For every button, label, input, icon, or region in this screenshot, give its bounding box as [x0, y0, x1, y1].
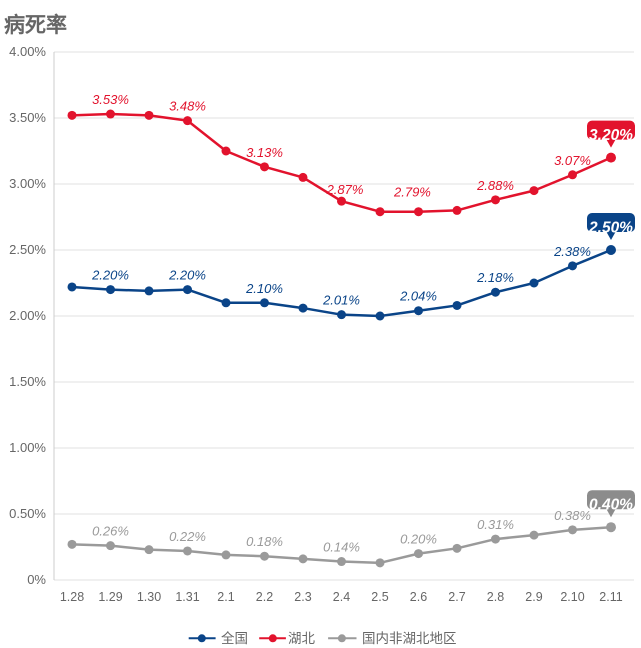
svg-text:2.00%: 2.00% — [9, 308, 46, 323]
svg-text:2.87%: 2.87% — [326, 182, 364, 197]
svg-text:1.31: 1.31 — [175, 590, 199, 604]
svg-text:国内非湖北地区: 国内非湖北地区 — [362, 631, 457, 646]
svg-text:0.20%: 0.20% — [400, 532, 437, 547]
svg-text:2.2: 2.2 — [256, 590, 273, 604]
svg-text:1.50%: 1.50% — [9, 374, 46, 389]
svg-text:2.3: 2.3 — [294, 590, 311, 604]
svg-text:0.38%: 0.38% — [554, 508, 591, 523]
svg-text:3.20%: 3.20% — [589, 127, 633, 144]
svg-text:2.38%: 2.38% — [553, 244, 591, 259]
svg-text:2.20%: 2.20% — [168, 268, 206, 283]
svg-text:2.9: 2.9 — [525, 590, 542, 604]
svg-text:2.18%: 2.18% — [476, 270, 514, 285]
svg-text:3.48%: 3.48% — [169, 99, 206, 114]
svg-text:0.31%: 0.31% — [477, 517, 514, 532]
svg-text:2.8: 2.8 — [487, 590, 504, 604]
svg-text:1.00%: 1.00% — [9, 440, 46, 455]
svg-text:0.18%: 0.18% — [246, 534, 283, 549]
svg-text:2.10: 2.10 — [560, 590, 584, 604]
svg-text:2.04%: 2.04% — [399, 289, 437, 304]
svg-text:0.40%: 0.40% — [589, 497, 633, 514]
svg-text:1.28: 1.28 — [60, 590, 84, 604]
svg-text:2.50%: 2.50% — [588, 220, 633, 237]
svg-text:0.22%: 0.22% — [169, 529, 206, 544]
svg-text:1.30: 1.30 — [137, 590, 161, 604]
svg-text:2.88%: 2.88% — [476, 178, 514, 193]
svg-text:2.4: 2.4 — [333, 590, 350, 604]
svg-text:2.20%: 2.20% — [91, 268, 129, 283]
svg-text:0.26%: 0.26% — [92, 524, 129, 539]
svg-text:1.29: 1.29 — [98, 590, 122, 604]
svg-text:2.01%: 2.01% — [322, 293, 360, 308]
svg-text:3.53%: 3.53% — [92, 92, 129, 107]
svg-text:0%: 0% — [27, 572, 46, 587]
svg-text:4.00%: 4.00% — [9, 44, 46, 59]
svg-text:湖北: 湖北 — [288, 631, 315, 646]
svg-text:2.6: 2.6 — [410, 590, 427, 604]
svg-text:3.07%: 3.07% — [554, 153, 591, 168]
svg-text:0.14%: 0.14% — [323, 540, 360, 555]
svg-text:2.1: 2.1 — [217, 590, 234, 604]
svg-text:全国: 全国 — [221, 630, 248, 646]
svg-text:2.50%: 2.50% — [9, 242, 46, 257]
svg-text:0.50%: 0.50% — [9, 506, 46, 521]
svg-text:3.00%: 3.00% — [9, 176, 46, 191]
svg-text:2.5: 2.5 — [371, 590, 388, 604]
svg-text:3.13%: 3.13% — [246, 145, 283, 160]
svg-text:2.79%: 2.79% — [393, 185, 431, 200]
svg-text:2.10%: 2.10% — [245, 281, 283, 296]
svg-text:3.50%: 3.50% — [9, 110, 46, 125]
svg-text:2.7: 2.7 — [448, 590, 465, 604]
svg-text:2.11: 2.11 — [599, 590, 622, 604]
